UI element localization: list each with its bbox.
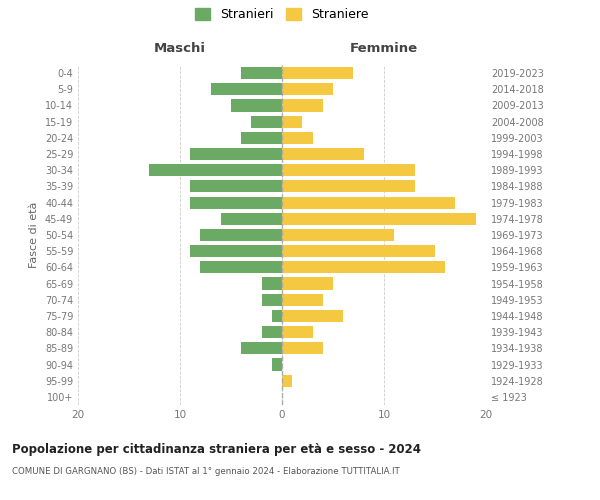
Bar	[231, 100, 282, 112]
Bar	[241, 67, 282, 79]
Bar	[262, 326, 282, 338]
Bar	[282, 326, 313, 338]
Bar	[241, 132, 282, 144]
Text: COMUNE DI GARGNANO (BS) - Dati ISTAT al 1° gennaio 2024 - Elaborazione TUTTITALI: COMUNE DI GARGNANO (BS) - Dati ISTAT al …	[12, 468, 400, 476]
Bar	[190, 148, 282, 160]
Bar	[190, 245, 282, 258]
Bar	[200, 229, 282, 241]
Bar	[282, 212, 476, 225]
Bar	[282, 342, 323, 354]
Bar	[272, 310, 282, 322]
Bar	[282, 196, 455, 208]
Text: Popolazione per cittadinanza straniera per età e sesso - 2024: Popolazione per cittadinanza straniera p…	[12, 442, 421, 456]
Bar	[282, 262, 445, 274]
Legend: Stranieri, Straniere: Stranieri, Straniere	[190, 3, 374, 26]
Bar	[282, 164, 415, 176]
Bar	[262, 294, 282, 306]
Y-axis label: Fasce di età: Fasce di età	[29, 202, 39, 268]
Bar	[282, 67, 353, 79]
Bar	[190, 196, 282, 208]
Bar	[282, 180, 415, 192]
Bar	[282, 132, 313, 144]
Bar	[282, 116, 302, 128]
Bar	[262, 278, 282, 289]
Bar	[241, 342, 282, 354]
Bar	[282, 148, 364, 160]
Bar	[272, 358, 282, 370]
Bar	[282, 245, 435, 258]
Text: Maschi: Maschi	[154, 42, 206, 55]
Bar	[211, 83, 282, 96]
Bar	[282, 294, 323, 306]
Bar	[282, 100, 323, 112]
Bar	[149, 164, 282, 176]
Bar	[251, 116, 282, 128]
Bar	[282, 278, 333, 289]
Bar	[190, 180, 282, 192]
Bar	[200, 262, 282, 274]
Bar	[282, 310, 343, 322]
Bar	[282, 229, 394, 241]
Bar	[282, 374, 292, 387]
Text: Femmine: Femmine	[350, 42, 418, 55]
Bar	[282, 83, 333, 96]
Bar	[221, 212, 282, 225]
